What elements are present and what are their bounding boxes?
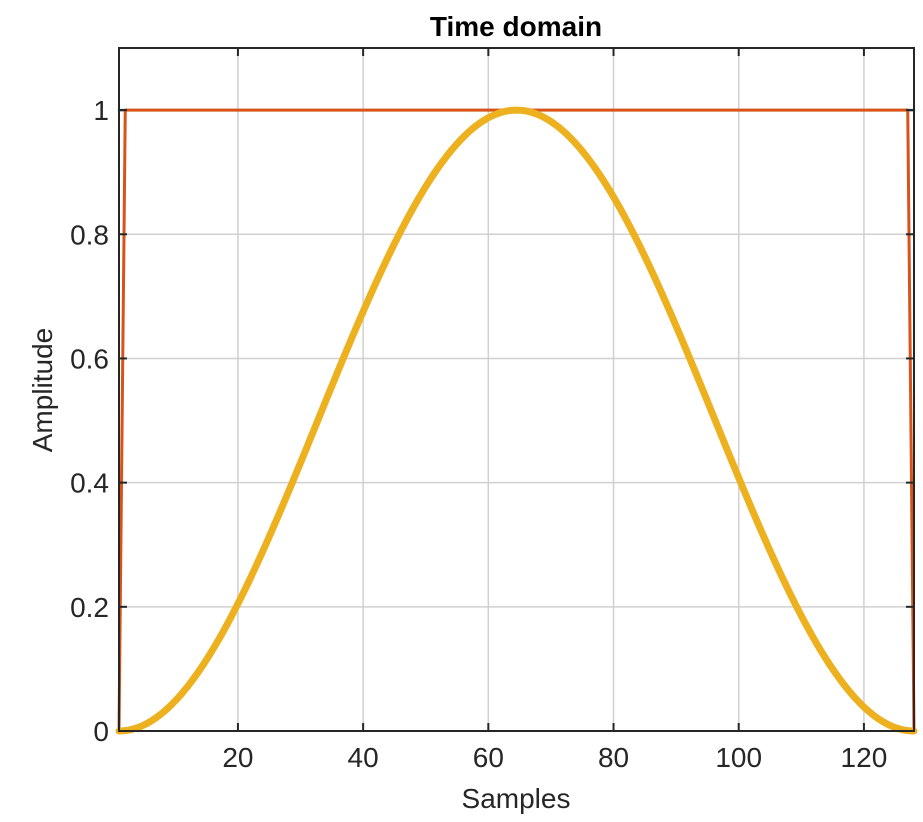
axis-ticks: 20 40 60 80 100 120 0 0.2 0.4 0.6 0.8 1 [70,48,914,773]
grid-lines [119,48,914,732]
y-tick-label: 0.8 [70,219,109,250]
series-line-3 [115,106,918,735]
y-tick-label: 0.2 [70,592,109,623]
chart-title: Time domain [430,11,602,42]
x-tick-label: 60 [473,742,504,773]
x-tick-label: 80 [598,742,629,773]
x-tick-label: 20 [222,742,253,773]
x-tick-label: 100 [715,742,762,773]
y-tick-label: 0.6 [70,343,109,374]
x-tick-label: 40 [348,742,379,773]
x-axis-label: Samples [462,783,571,814]
y-axis-label: Amplitude [27,328,58,453]
y-tick-label: 0.4 [70,468,109,499]
y-tick-label: 1 [93,95,109,126]
y-tick-label: 0 [93,716,109,747]
plot-frame [118,47,915,732]
x-tick-label: 120 [841,742,888,773]
